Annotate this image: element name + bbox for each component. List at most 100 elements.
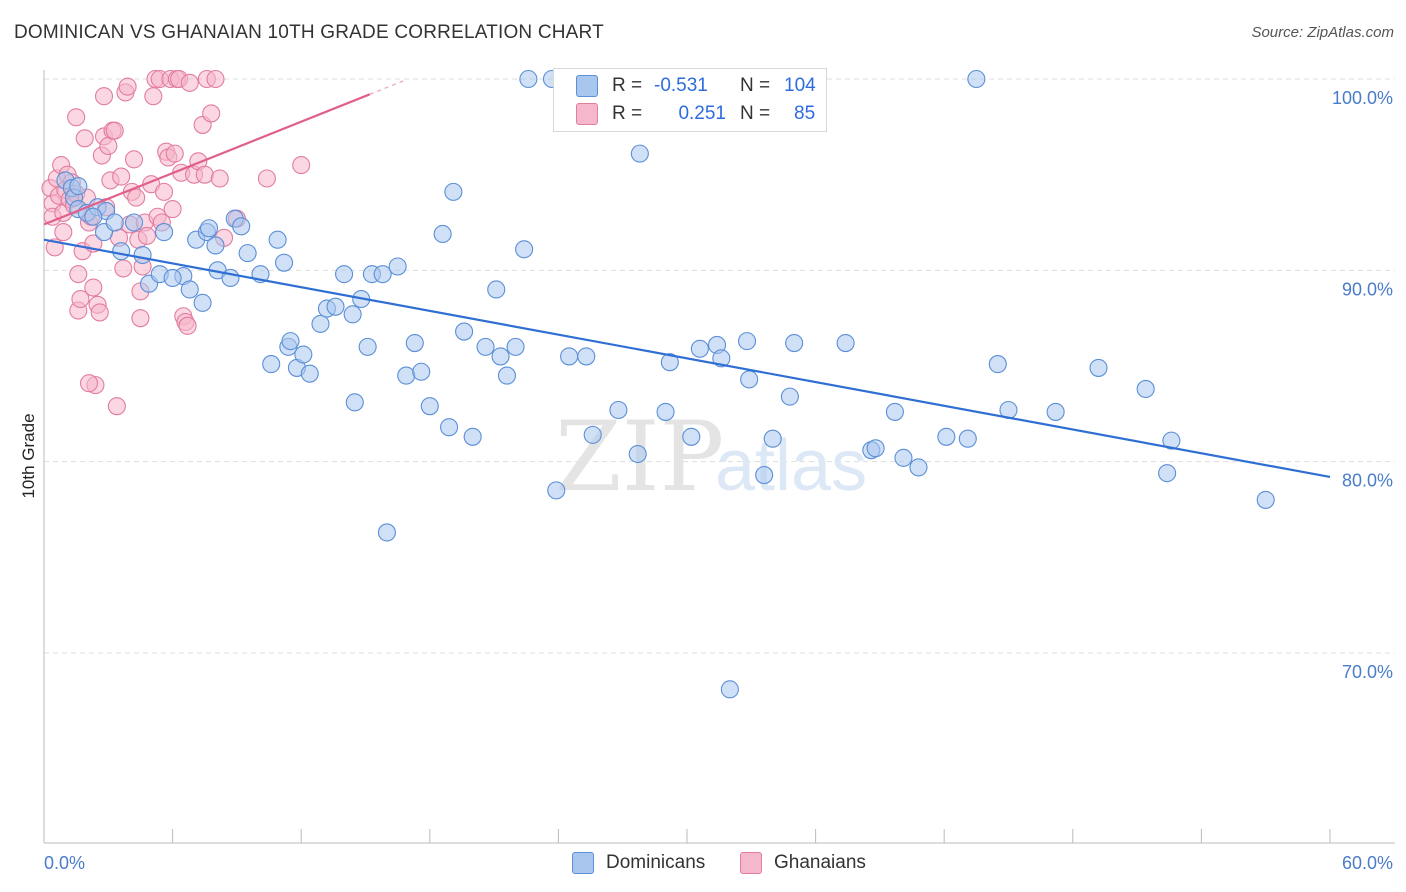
dominican-point	[335, 265, 354, 284]
y-tick-label: 80.0%	[1342, 471, 1393, 491]
dominican-point	[440, 418, 459, 437]
legend-item-ghanaians: Ghanaians	[740, 852, 866, 874]
legend-swatch-blue	[576, 75, 598, 97]
dominican-point	[885, 402, 904, 421]
ghanaian-point	[144, 87, 163, 106]
dominican-point	[894, 448, 913, 467]
dominican-point	[1158, 464, 1177, 483]
ghanaian-point	[195, 165, 214, 184]
dominican-point	[311, 314, 330, 333]
ghanaians-points	[41, 69, 311, 416]
dominican-point	[180, 280, 199, 299]
r-value: 0.251	[678, 103, 726, 124]
trend-lines	[43, 80, 1331, 479]
ghanaian-point	[69, 265, 88, 284]
watermark-atlas: atlas	[715, 426, 867, 506]
dominican-point	[630, 144, 649, 163]
ghanaian-point	[180, 73, 199, 92]
dominican-point	[487, 280, 506, 299]
r-value: -0.531	[654, 75, 708, 96]
dominican-point	[740, 370, 759, 389]
ghanaian-point	[178, 316, 197, 335]
dominican-point	[712, 349, 731, 368]
ghanaian-point	[257, 169, 276, 188]
ghanaian-point	[84, 278, 103, 297]
dominicans-swatch	[572, 852, 594, 874]
tick-labels: 70.0% 80.0% 90.0% 100.0% 0.0% 60.0%	[44, 88, 1393, 873]
dominican-point	[506, 337, 525, 356]
ghanaian-point	[292, 156, 311, 175]
dominican-point	[294, 345, 313, 364]
dominican-point	[133, 245, 152, 265]
dominican-point	[780, 387, 799, 406]
dominican-point	[238, 244, 257, 263]
dominican-point	[373, 265, 392, 284]
ghanaian-point	[105, 121, 124, 140]
dominican-point	[343, 305, 362, 324]
dominican-point	[444, 182, 463, 201]
ghanaian-point	[94, 87, 114, 106]
n-label: N =	[740, 75, 771, 96]
dominicans-trend-line	[43, 238, 1331, 479]
dominican-point	[206, 236, 225, 255]
dominican-point	[420, 397, 439, 416]
dominican-point	[1162, 431, 1181, 450]
r-label: R =	[612, 103, 643, 124]
dominican-point	[281, 332, 300, 351]
ghanaian-point	[79, 374, 99, 393]
dominican-point	[358, 337, 377, 356]
ghanaian-point	[131, 309, 150, 328]
x-tick-label: 0.0%	[44, 853, 85, 873]
y-tick-label: 70.0%	[1342, 662, 1393, 682]
legend-item-dominicans: Dominicans	[572, 852, 705, 874]
legend-row-dominicans: R = -0.531 N = 104	[576, 73, 816, 99]
dominican-point	[656, 402, 675, 421]
dominican-point	[628, 444, 647, 464]
dominican-point	[497, 366, 517, 385]
dominican-point	[412, 362, 431, 381]
dominican-point	[1046, 402, 1065, 421]
ghanaian-point	[163, 200, 182, 219]
dominican-point	[515, 240, 534, 259]
dominican-point	[560, 347, 579, 366]
ghanaian-point	[127, 188, 146, 207]
dominican-point	[577, 347, 596, 366]
dominican-point	[433, 224, 452, 244]
dominican-point	[660, 353, 679, 372]
dominican-point	[720, 680, 739, 699]
watermark: ZIP atlas	[555, 401, 867, 513]
dominican-point	[1136, 379, 1155, 399]
dominican-point	[300, 364, 319, 383]
dominican-point	[105, 213, 124, 232]
ghanaians-trend-line	[43, 93, 371, 226]
n-label: N =	[740, 103, 771, 124]
dominican-point	[163, 268, 182, 288]
y-tick-label: 90.0%	[1342, 279, 1393, 299]
dominican-point	[836, 333, 855, 353]
ghanaian-point	[112, 167, 131, 186]
dominican-point	[609, 400, 628, 420]
dominican-point	[476, 337, 495, 356]
dominican-point	[937, 427, 956, 446]
dominican-point	[199, 219, 219, 238]
chart-title: DOMINICAN VS GHANAIAN 10TH GRADE CORRELA…	[14, 22, 604, 43]
dominican-point	[682, 427, 701, 446]
dominican-point	[262, 355, 281, 374]
dominican-point	[268, 230, 287, 249]
dominican-point	[988, 355, 1007, 374]
ghanaian-point	[54, 223, 73, 242]
ghanaian-point	[90, 303, 109, 322]
ghanaian-point	[114, 259, 133, 278]
dominican-point	[124, 213, 144, 232]
legend-row-ghanaians: R = 0.251 N = 85	[576, 101, 815, 127]
ghanaian-point	[107, 397, 126, 416]
dominican-point	[345, 393, 364, 412]
dominican-point	[275, 253, 294, 272]
dominican-point	[326, 297, 345, 316]
n-value: 104	[784, 75, 816, 96]
ghanaian-point	[210, 169, 229, 188]
dominican-point	[397, 366, 416, 385]
dominican-point	[866, 439, 885, 458]
ghanaian-point	[71, 289, 90, 309]
